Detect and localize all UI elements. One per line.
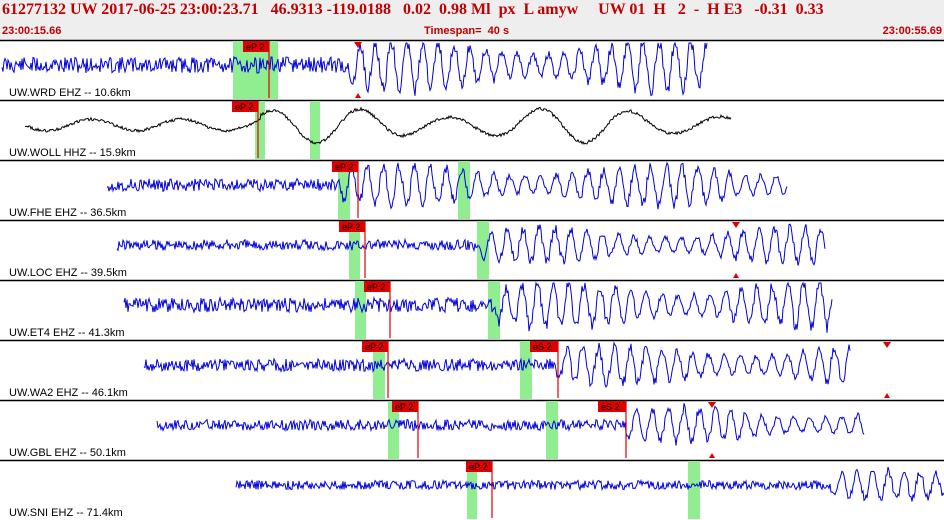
pick-window — [458, 161, 470, 219]
amplitude-marker-bottom — [884, 393, 890, 398]
p-pick-flag — [364, 281, 390, 292]
trace-label: UW.FHE EHZ -- 36.5km — [9, 207, 127, 219]
pick-label: eS 2 — [601, 402, 620, 412]
trace-label: UW.WRD EHZ -- 10.6km — [9, 87, 131, 99]
p-pick-flag — [332, 161, 358, 172]
pick-label: eP 2 — [367, 282, 385, 292]
trace-label: UW.ET4 EHZ -- 41.3km — [9, 327, 125, 339]
pick-window — [488, 281, 500, 339]
pick-label: eP 2 — [342, 222, 360, 232]
pick-window — [338, 161, 350, 219]
pick-label: eP 2 — [395, 402, 413, 412]
header-bar: 61277132 UW 2017-06-25 23:00:23.71 46.93… — [0, 0, 944, 40]
waveform — [116, 223, 826, 266]
s-pick-flag — [530, 341, 558, 352]
amplitude-marker-bottom — [709, 453, 715, 458]
pick-window — [349, 221, 360, 279]
p-pick-flag — [243, 41, 269, 52]
amplitude-marker-bottom — [733, 273, 739, 278]
p-pick-flag — [232, 101, 258, 112]
amplitude-marker-top — [732, 222, 740, 228]
waveform — [1, 41, 708, 97]
pick-window — [373, 341, 385, 399]
pick-label: eP 2 — [365, 342, 383, 352]
waveform — [24, 106, 732, 145]
waveform — [106, 161, 788, 210]
amplitude-marker-top — [354, 42, 362, 48]
s-pick-flag — [598, 401, 626, 412]
waveform — [235, 466, 944, 502]
event-summary: 61277132 UW 2017-06-25 23:00:23.71 46.93… — [2, 1, 824, 18]
pick-window — [255, 101, 265, 159]
amplitude-marker-top — [708, 402, 716, 408]
trace-label: UW.WA2 EHZ -- 46.1km — [9, 387, 128, 399]
pick-window — [520, 341, 532, 399]
pick-window — [546, 401, 558, 459]
p-pick-flag — [392, 401, 418, 412]
pick-label: eP 2 — [246, 42, 264, 52]
pick-window — [477, 221, 489, 279]
trace-label: UW.SNI EHZ -- 71.4km — [9, 507, 123, 519]
pick-label: eP 2 — [469, 462, 487, 472]
trace-label: UW.WOLL HHZ -- 15.9km — [9, 147, 136, 159]
pick-window — [467, 461, 477, 519]
pick-window — [388, 401, 399, 459]
end-time: 23:00:55.69 — [882, 25, 942, 37]
p-pick-flag — [466, 461, 492, 472]
waveform — [156, 403, 865, 446]
amplitude-marker-bottom — [355, 93, 361, 98]
p-pick-flag — [362, 341, 388, 352]
trace-label: UW.LOC EHZ -- 39.5km — [9, 267, 127, 279]
pick-label: eS 2 — [533, 342, 552, 352]
timespan: Timespan= 40 s — [424, 25, 510, 37]
pick-label: eP 2 — [235, 102, 253, 112]
p-pick-flag — [339, 221, 365, 232]
start-time: 23:00:15.66 — [2, 25, 62, 37]
pick-window — [355, 281, 366, 339]
pick-window — [310, 101, 320, 159]
pick-label: eP 2 — [335, 162, 353, 172]
pick-window — [688, 461, 700, 519]
waveform — [143, 341, 851, 388]
waveform — [123, 281, 833, 333]
amplitude-marker-top — [883, 342, 891, 348]
trace-label: UW.GBL EHZ -- 50.1km — [9, 447, 126, 459]
